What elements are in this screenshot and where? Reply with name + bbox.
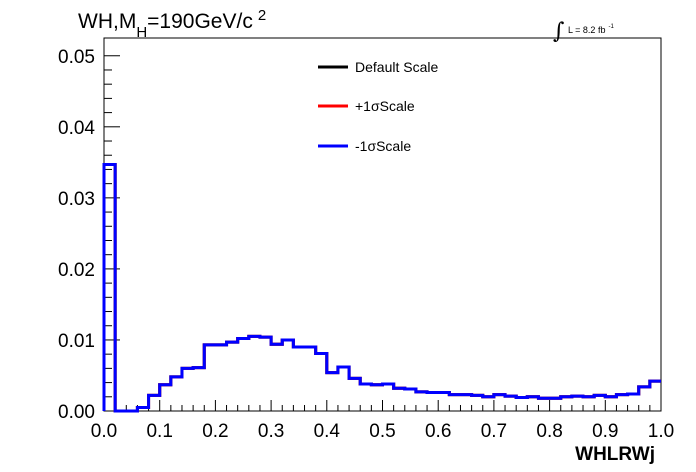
plot-frame bbox=[103, 37, 662, 412]
lumi-superscript: -1 bbox=[608, 24, 614, 30]
x-tick-label: 1.0 bbox=[648, 421, 674, 442]
x-tick-label: 0.0 bbox=[91, 421, 117, 442]
histogram-series bbox=[102, 162, 661, 413]
series-default-scale bbox=[102, 162, 661, 413]
axis-tick-labels: 0.0 0.1 0.2 0.3 0.4 0.5 0.6 0.7 0.8 0.9 1.0 0.00 0.0… bbox=[58, 47, 674, 442]
title-subscript: H bbox=[136, 24, 147, 41]
y-tick-label: 0.04 bbox=[58, 118, 95, 139]
x-tick-label: 0.5 bbox=[369, 421, 395, 442]
lumi-text: L = 8.2 fb -1 bbox=[568, 24, 614, 35]
legend: Default Scale +1σScale -1σScale bbox=[318, 59, 438, 154]
x-tick-label: 0.4 bbox=[314, 421, 341, 442]
x-tick-label: 0.6 bbox=[425, 421, 451, 442]
luminosity-label: ∫ L = 8.2 fb -1 bbox=[553, 19, 614, 44]
title-prefix: WH,M bbox=[78, 10, 136, 33]
integral-symbol: ∫ bbox=[553, 19, 565, 44]
lumi-value: L = 8.2 fb bbox=[568, 25, 605, 35]
x-tick-label: 0.3 bbox=[258, 421, 284, 442]
y-tick-label: 0.02 bbox=[58, 260, 95, 281]
x-tick-label: 0.8 bbox=[536, 421, 562, 442]
series-plus1sigma-scale bbox=[102, 162, 661, 413]
series-minus1sigma-scale bbox=[102, 162, 661, 413]
y-tick-label: 0.00 bbox=[58, 402, 95, 423]
x-tick-label: 0.1 bbox=[146, 421, 172, 442]
y-tick-label: 0.01 bbox=[58, 331, 95, 352]
y-tick-label: 0.03 bbox=[58, 189, 95, 210]
y-tick-label: 0.05 bbox=[58, 47, 95, 68]
legend-label-default: Default Scale bbox=[355, 59, 438, 75]
x-tick-label: 0.7 bbox=[481, 421, 507, 442]
legend-label-minus1sigma: -1σScale bbox=[355, 138, 411, 154]
x-axis-title: WHLRWj bbox=[575, 444, 655, 465]
legend-item-default: Default Scale bbox=[318, 59, 438, 75]
legend-label-plus1sigma: +1σScale bbox=[355, 98, 415, 114]
x-tick-label: 0.2 bbox=[202, 421, 228, 442]
title-main: =190GeV/c bbox=[147, 10, 253, 33]
legend-item-plus1sigma: +1σScale bbox=[318, 98, 415, 114]
legend-item-minus1sigma: -1σScale bbox=[318, 138, 411, 154]
x-tick-label: 0.9 bbox=[592, 421, 618, 442]
title-superscript: 2 bbox=[258, 7, 266, 24]
chart-title: WH,MH=190GeV/c 2 bbox=[78, 7, 266, 41]
